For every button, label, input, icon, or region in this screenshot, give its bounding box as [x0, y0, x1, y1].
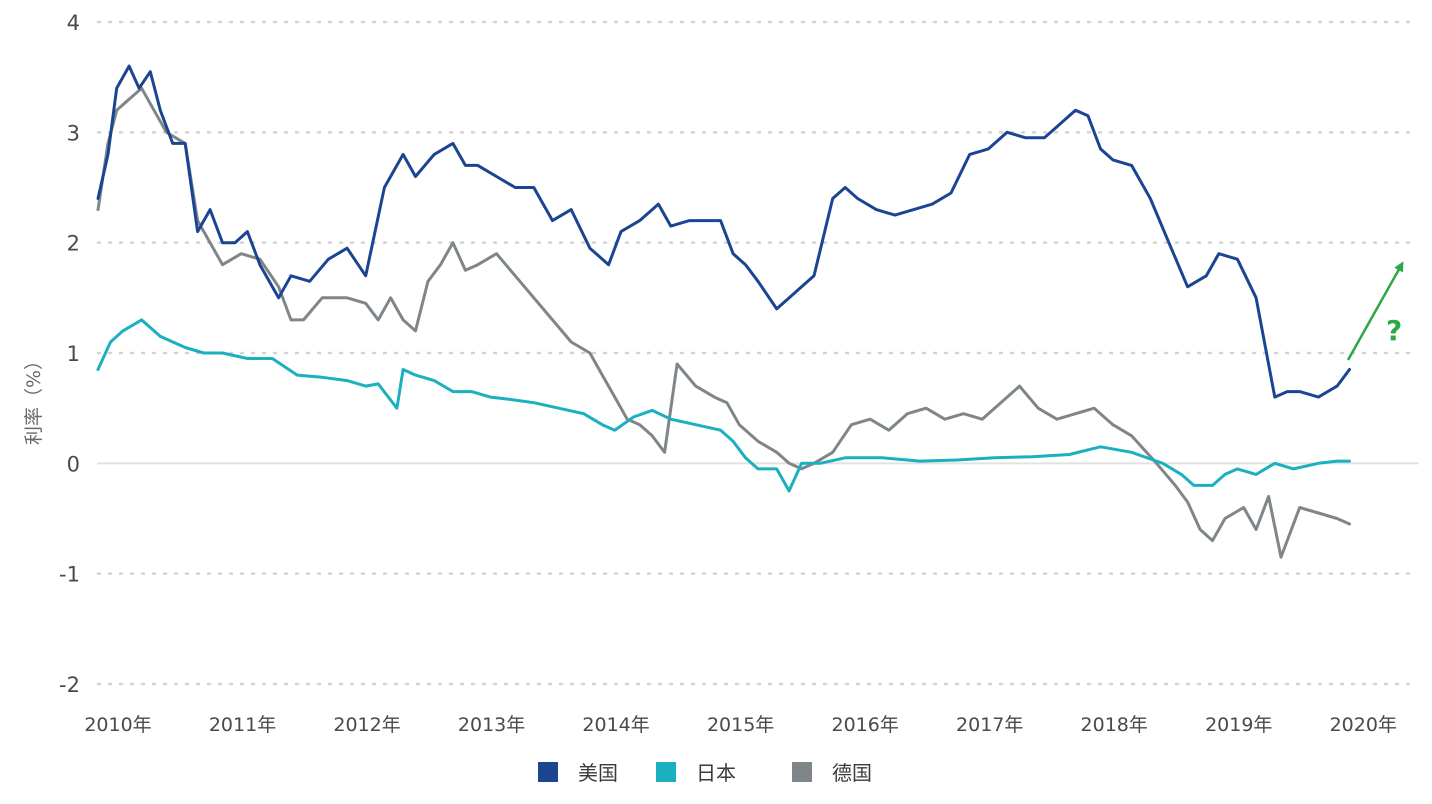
x-tick-label: 2011年	[209, 714, 276, 736]
y-tick-label: 2	[67, 232, 80, 256]
x-tick-label: 2012年	[333, 714, 400, 736]
legend-item-us[interactable]: 美国	[538, 761, 618, 785]
series-lines	[96, 64, 1351, 559]
legend-label-germany: 德国	[832, 761, 872, 785]
grid-lines	[96, 20, 1420, 686]
annotation-group: ?	[1346, 261, 1404, 361]
legend-label-japan: 日本	[696, 761, 736, 785]
legend-label-us: 美国	[578, 761, 618, 785]
x-tick-label: 2014年	[582, 714, 649, 736]
x-tick-label: 2020年	[1330, 714, 1397, 736]
x-tick-label: 2019年	[1205, 714, 1272, 736]
x-tick-label: 2017年	[956, 714, 1023, 736]
x-tick-label: 2015年	[707, 714, 774, 736]
y-tick-label: -2	[59, 673, 80, 697]
legend: 美国 日本 德国	[538, 761, 872, 785]
legend-item-japan[interactable]: 日本	[656, 761, 736, 785]
legend-item-germany[interactable]: 德国	[792, 761, 872, 785]
y-axis-ticks: 4 3 2 1 0 -1 -2	[59, 11, 80, 697]
legend-swatch-us	[538, 762, 558, 782]
y-axis-title: 利率（%）	[23, 351, 45, 445]
legend-swatch-japan	[656, 762, 676, 782]
series-line-us	[96, 64, 1351, 399]
x-tick-label: 2013年	[458, 714, 525, 736]
legend-swatch-germany	[792, 762, 812, 782]
y-tick-label: 4	[67, 11, 80, 35]
y-tick-label: 0	[67, 452, 80, 476]
annotation-question-mark: ?	[1386, 314, 1402, 347]
y-tick-label: 1	[67, 342, 80, 366]
x-tick-label: 2010年	[84, 714, 151, 736]
trend-arrow	[1346, 261, 1404, 361]
series-line-japan	[96, 318, 1351, 493]
y-tick-label: 3	[67, 121, 80, 145]
x-tick-label: 2016年	[831, 714, 898, 736]
y-tick-label: -1	[59, 563, 80, 587]
x-tick-label: 2018年	[1081, 714, 1148, 736]
x-axis-ticks: 2010年 2011年 2012年 2013年 2014年 2015年 2016年 2017年…	[84, 714, 1397, 736]
series-line-germany	[96, 86, 1351, 559]
